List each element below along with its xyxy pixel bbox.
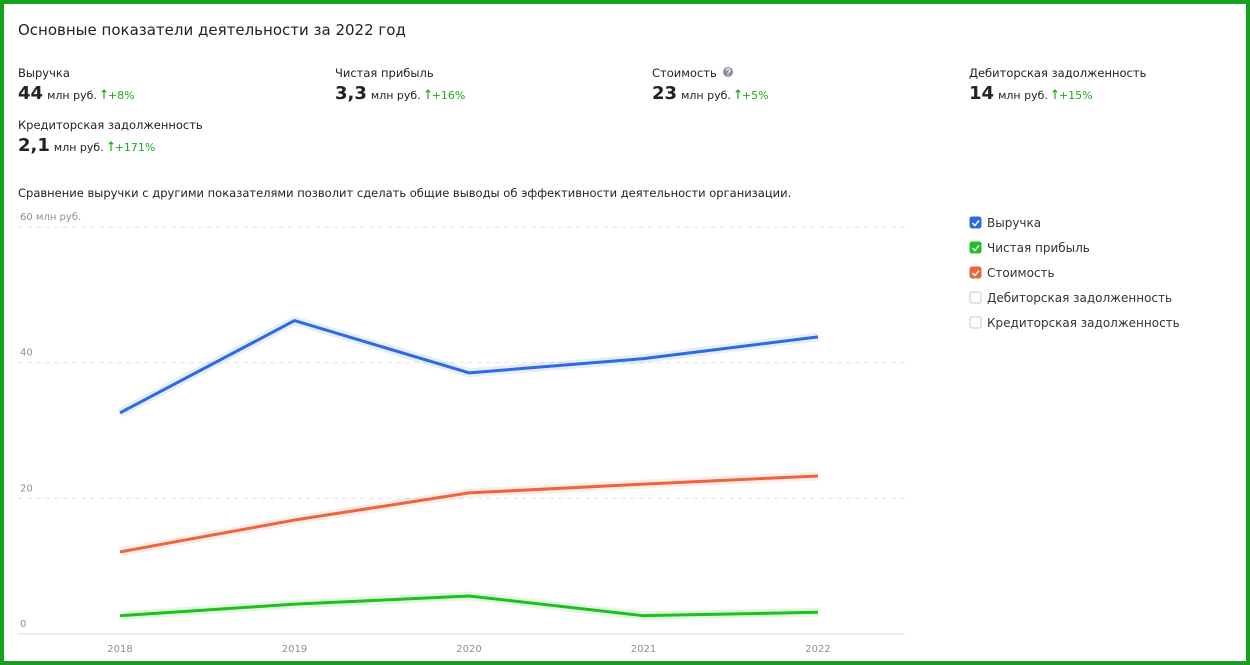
- metric-unit: млн руб.: [53, 141, 104, 154]
- metric-label: Стоимость: [652, 66, 952, 80]
- metric-label-text: Кредиторская задолженность: [18, 118, 203, 132]
- x-tick-label: 2019: [282, 644, 307, 655]
- up-arrow: [1052, 89, 1058, 99]
- legend-item[interactable]: Дебиторская задолженность: [969, 291, 1172, 305]
- legend-item[interactable]: Стоимость: [969, 266, 1055, 280]
- legend-label: Стоимость: [987, 266, 1055, 280]
- x-tick-label: 2020: [456, 644, 481, 655]
- metric-value: 44: [18, 83, 44, 104]
- legend-checkbox: [969, 291, 982, 304]
- legend-label: Чистая прибыль: [987, 241, 1090, 255]
- metric: Кредиторская задолженность 2,1 млн руб. +17…: [18, 118, 318, 156]
- metric-row: 3,3 млн руб. +16%: [335, 83, 635, 104]
- legend-item[interactable]: Кредиторская задолженность: [969, 316, 1180, 330]
- legend-checkbox: [969, 241, 982, 254]
- up-arrow: [735, 89, 741, 99]
- metric-change: +5%: [741, 89, 769, 102]
- y-tick-label: 20: [20, 483, 33, 494]
- y-tick-label: 40: [20, 348, 33, 359]
- x-tick-label: 2018: [107, 644, 132, 655]
- page-title: Основные показатели деятельности за 2022…: [18, 21, 406, 39]
- legend-checkbox: [969, 316, 982, 329]
- metric-label-text: Дебиторская задолженность: [969, 66, 1147, 80]
- metric-row: 14 млн руб. +15%: [969, 83, 1250, 104]
- metric-label-text: Выручка: [18, 66, 70, 80]
- legend-label: Дебиторская задолженность: [987, 291, 1172, 305]
- line: [119, 474, 819, 554]
- metric-unit: млн руб.: [47, 89, 97, 102]
- metric: Стоимость 23 млн руб. +5%: [652, 66, 952, 104]
- check-mark: [971, 245, 980, 252]
- metric-change: +15%: [1058, 89, 1093, 102]
- metric-label: Чистая прибыль: [335, 66, 635, 80]
- metric-value: 3,3: [335, 83, 367, 104]
- check-mark: [971, 270, 980, 277]
- legend-item[interactable]: Чистая прибыль: [969, 241, 1090, 255]
- metric-value: 23: [652, 83, 678, 104]
- metric-label-text: Стоимость: [652, 66, 717, 80]
- legend-item[interactable]: Выручка: [969, 216, 1041, 230]
- metric-label-text: Чистая прибыль: [335, 66, 434, 80]
- metric-label: Кредиторская задолженность: [18, 118, 318, 132]
- line: [119, 594, 819, 618]
- metric: Дебиторская задолженность 14 млн руб. +15%: [969, 66, 1250, 104]
- info-icon[interactable]: [722, 66, 734, 78]
- metric-change: +16%: [431, 89, 466, 102]
- x-tick-label: 2021: [631, 644, 656, 655]
- line-glow: [119, 471, 819, 557]
- metric-row: 23 млн руб. +5%: [652, 83, 952, 104]
- legend-checkbox: [969, 216, 982, 229]
- legend-checkbox: [969, 266, 982, 279]
- legend-label: Выручка: [987, 216, 1041, 230]
- metric-value: 14: [969, 83, 995, 104]
- metric-unit: млн руб.: [998, 89, 1048, 102]
- metric-value: 2,1: [18, 135, 50, 156]
- up-arrow: [108, 141, 114, 151]
- line-glow: [117, 316, 819, 417]
- metric-row: 2,1 млн руб. +171%: [18, 135, 318, 156]
- x-tick-label: 2022: [805, 644, 830, 655]
- metric-label: Выручка: [18, 66, 318, 80]
- description: Сравнение выручки с другими показателями…: [18, 186, 792, 200]
- metric-unit: млн руб.: [681, 89, 731, 102]
- check-mark: [971, 220, 980, 227]
- metric-label: Дебиторская задолженность: [969, 66, 1250, 80]
- metric-row: 44 млн руб. +8%: [18, 83, 318, 104]
- metric: Выручка 44 млн руб. +8%: [18, 66, 318, 104]
- metric: Чистая прибыль 3,3 млн руб. +16%: [335, 66, 635, 104]
- up-arrow: [425, 89, 431, 99]
- legend-label: Кредиторская задолженность: [987, 316, 1180, 330]
- metric-unit: млн руб.: [370, 89, 421, 102]
- chart: 0 20 40 60 млн руб. 2018 2019 2020 2021 2022 Выру…: [18, 212, 1180, 655]
- line: [119, 319, 819, 415]
- line-glow: [119, 591, 819, 621]
- metric-change: +171%: [114, 141, 156, 154]
- y-tick-label: 60 млн руб.: [20, 212, 81, 223]
- metric-change: +8%: [107, 89, 135, 102]
- y-tick-label: 0: [20, 619, 26, 630]
- up-arrow: [101, 89, 107, 99]
